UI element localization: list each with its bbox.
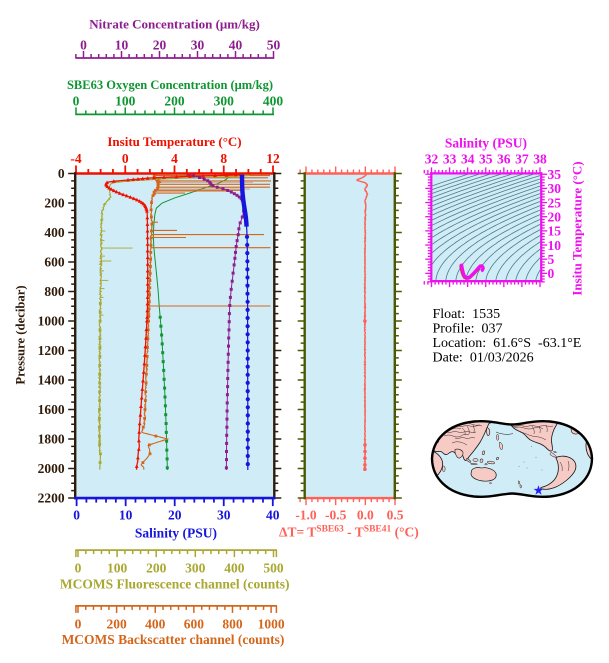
svg-text:100: 100 bbox=[107, 561, 128, 576]
svg-text:400: 400 bbox=[44, 225, 65, 240]
svg-text:300: 300 bbox=[214, 94, 235, 109]
svg-text:Salinity (PSU): Salinity (PSU) bbox=[445, 136, 527, 151]
svg-text:Float: 1535: Float: 1535 bbox=[433, 307, 501, 322]
svg-text:50: 50 bbox=[267, 37, 281, 52]
svg-text:20: 20 bbox=[168, 508, 182, 523]
svg-text:0: 0 bbox=[122, 151, 129, 166]
svg-text:ΔT= TSBE63 - TSBE41 (°C): ΔT= TSBE63 - TSBE41 (°C) bbox=[279, 525, 419, 540]
svg-text:37: 37 bbox=[515, 152, 529, 167]
svg-text:400: 400 bbox=[145, 616, 166, 631]
svg-text:40: 40 bbox=[266, 508, 280, 523]
svg-text:600: 600 bbox=[184, 616, 205, 631]
svg-text:Location: 61.6°S -63.1°E: Location: 61.6°S -63.1°E bbox=[433, 336, 582, 351]
svg-text:200: 200 bbox=[106, 616, 127, 631]
svg-text:Date: 01/03/2026: Date: 01/03/2026 bbox=[433, 351, 534, 366]
svg-text:-4: -4 bbox=[70, 151, 81, 166]
svg-text:MCOMS Fluorescence channel (co: MCOMS Fluorescence channel (counts) bbox=[60, 576, 290, 591]
svg-text:2000: 2000 bbox=[38, 461, 65, 476]
svg-text:300: 300 bbox=[185, 561, 206, 576]
svg-text:20: 20 bbox=[548, 210, 562, 225]
svg-text:32: 32 bbox=[425, 152, 439, 167]
svg-text:0.5: 0.5 bbox=[387, 507, 404, 522]
svg-text:1800: 1800 bbox=[38, 432, 65, 447]
svg-text:500: 500 bbox=[263, 561, 284, 576]
svg-text:0: 0 bbox=[73, 94, 80, 109]
svg-text:0: 0 bbox=[548, 266, 555, 281]
svg-text:0.0: 0.0 bbox=[357, 507, 374, 522]
svg-text:20: 20 bbox=[153, 37, 167, 52]
svg-text:4: 4 bbox=[171, 151, 178, 166]
svg-text:34: 34 bbox=[461, 152, 475, 167]
svg-text:25: 25 bbox=[548, 195, 562, 210]
svg-text:400: 400 bbox=[263, 94, 284, 109]
svg-text:10: 10 bbox=[548, 238, 562, 253]
svg-text:8: 8 bbox=[220, 151, 227, 166]
svg-text:0: 0 bbox=[80, 37, 87, 52]
svg-text:12: 12 bbox=[266, 151, 280, 166]
svg-text:200: 200 bbox=[164, 94, 185, 109]
svg-text:0: 0 bbox=[75, 616, 82, 631]
svg-text:-0.5: -0.5 bbox=[325, 507, 347, 522]
svg-text:1000: 1000 bbox=[38, 314, 65, 329]
svg-text:0: 0 bbox=[58, 166, 65, 181]
svg-text:Insitu Temperature (°C): Insitu Temperature (°C) bbox=[570, 161, 585, 295]
svg-text:0: 0 bbox=[73, 508, 80, 523]
svg-text:800: 800 bbox=[44, 284, 65, 299]
svg-text:35: 35 bbox=[548, 167, 562, 182]
svg-text:1000: 1000 bbox=[258, 616, 285, 631]
svg-text:38: 38 bbox=[533, 152, 547, 167]
svg-text:400: 400 bbox=[224, 561, 245, 576]
svg-text:Nitrate Concentration (μm/kg): Nitrate Concentration (μm/kg) bbox=[89, 16, 260, 31]
svg-text:200: 200 bbox=[146, 561, 167, 576]
svg-text:0: 0 bbox=[75, 561, 82, 576]
svg-text:100: 100 bbox=[115, 94, 136, 109]
svg-text:30: 30 bbox=[217, 508, 231, 523]
svg-text:5: 5 bbox=[548, 252, 555, 267]
svg-text:30: 30 bbox=[191, 37, 205, 52]
svg-text:600: 600 bbox=[44, 255, 65, 270]
svg-text:1600: 1600 bbox=[38, 402, 65, 417]
svg-text:MCOMS Backscatter channel (cou: MCOMS Backscatter channel (counts) bbox=[62, 632, 285, 647]
svg-text:15: 15 bbox=[548, 224, 562, 239]
svg-text:35: 35 bbox=[479, 152, 493, 167]
svg-text:36: 36 bbox=[497, 152, 511, 167]
svg-text:10: 10 bbox=[115, 37, 129, 52]
svg-text:Insitu Temperature (°C): Insitu Temperature (°C) bbox=[107, 134, 241, 149]
svg-text:40: 40 bbox=[229, 37, 243, 52]
svg-text:-1.0: -1.0 bbox=[295, 507, 317, 522]
svg-text:Pressure (decibar): Pressure (decibar) bbox=[14, 285, 28, 384]
svg-text:33: 33 bbox=[443, 152, 457, 167]
svg-text:200: 200 bbox=[44, 196, 65, 211]
svg-text:30: 30 bbox=[548, 181, 562, 196]
svg-text:10: 10 bbox=[119, 508, 133, 523]
svg-text:Salinity (PSU): Salinity (PSU) bbox=[135, 525, 217, 540]
svg-text:1200: 1200 bbox=[38, 343, 65, 358]
svg-text:SBE63 Oxygen Concentration (μm: SBE63 Oxygen Concentration (μm/kg) bbox=[67, 78, 273, 92]
svg-text:2200: 2200 bbox=[38, 491, 65, 506]
svg-text:800: 800 bbox=[222, 616, 243, 631]
svg-text:1400: 1400 bbox=[38, 373, 65, 388]
svg-text:Profile: 037: Profile: 037 bbox=[433, 322, 503, 337]
